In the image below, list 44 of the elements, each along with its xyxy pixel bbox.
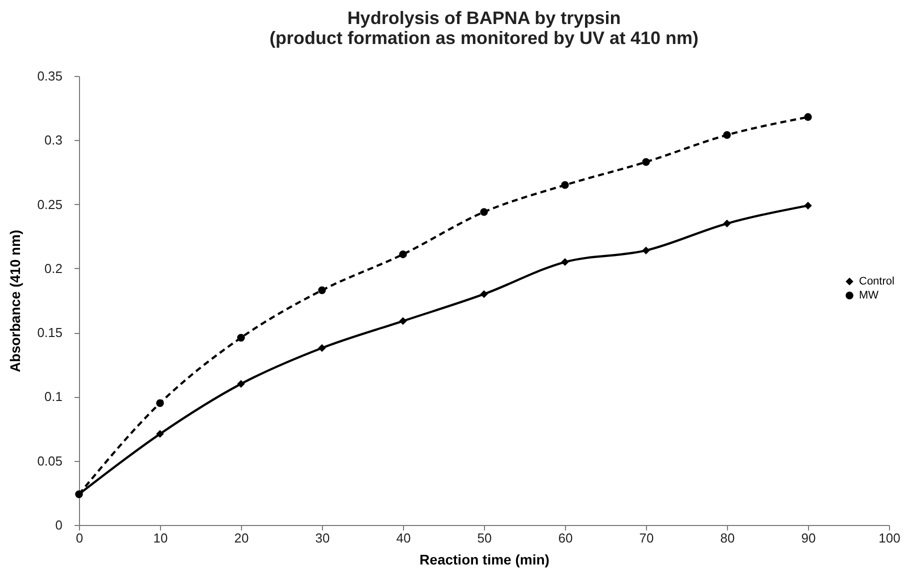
point	[399, 317, 407, 325]
point	[561, 258, 569, 266]
point	[399, 250, 407, 258]
point	[642, 158, 650, 166]
point	[480, 208, 488, 216]
x-tick-label: 60	[558, 530, 573, 546]
legend-label: MW	[859, 290, 880, 302]
point	[318, 286, 326, 294]
y-tick-label: 0.1	[44, 389, 62, 404]
x-tick-label: 50	[477, 530, 492, 546]
point	[237, 380, 245, 388]
x-tick-label: 30	[315, 530, 330, 546]
point	[156, 399, 164, 407]
x-tick-label: 80	[720, 530, 735, 546]
x-tick-label: 70	[639, 530, 654, 546]
x-tick-label: 20	[234, 530, 249, 546]
x-axis-title: Reaction time (min)	[420, 552, 550, 568]
y-tick-label: 0.05	[37, 453, 62, 468]
point	[723, 131, 731, 139]
point	[75, 490, 83, 498]
y-tick-label: 0.35	[37, 68, 62, 84]
y-tick-label: 0	[55, 518, 62, 532]
x-tick-label: 0	[76, 530, 84, 546]
x-tick-label: 40	[396, 530, 411, 546]
point	[480, 290, 488, 298]
y-tick-label: 0.15	[37, 325, 62, 340]
y-tick-label: 0.25	[37, 196, 62, 212]
point	[723, 220, 731, 228]
text: Hydrolysis of BAPNA by trypsin	[347, 8, 621, 28]
legend-label: Control	[859, 276, 894, 288]
point	[804, 202, 812, 210]
point	[642, 246, 650, 254]
point	[318, 344, 326, 352]
point	[561, 181, 569, 189]
point	[156, 430, 164, 438]
x-tick-label: 90	[801, 530, 816, 546]
x-tick-label: 10	[153, 530, 168, 546]
y-tick-label: 0.3	[44, 132, 62, 148]
point	[804, 113, 812, 121]
y-axis-title: Absorbance (410 nm)	[7, 230, 24, 372]
y-tick-label: 0.2	[44, 260, 62, 276]
text: (product formation as monitored by UV at 410 nm)	[269, 28, 699, 48]
point	[237, 334, 245, 342]
x-tick-label: 100	[878, 530, 900, 546]
